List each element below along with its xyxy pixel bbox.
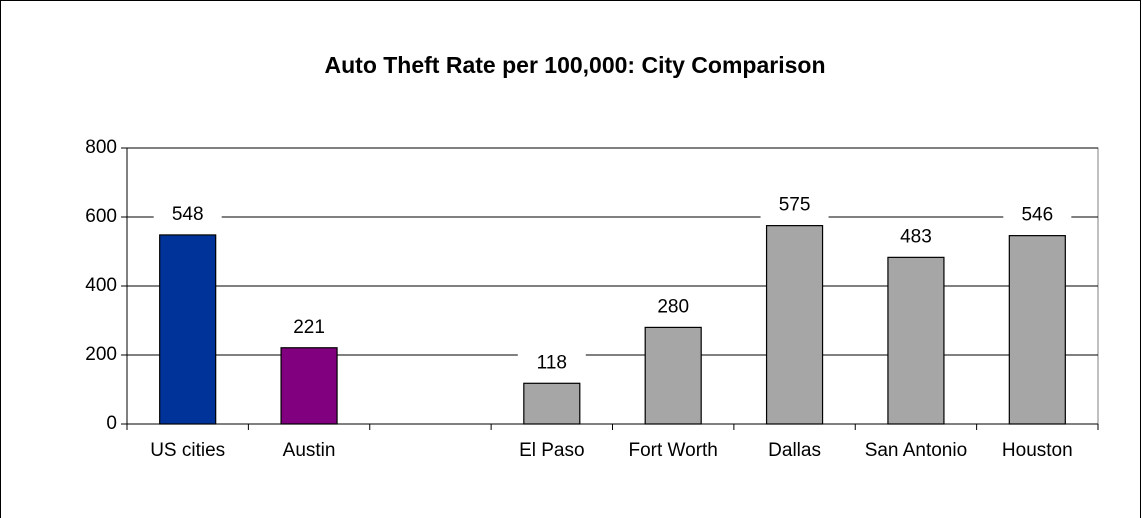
value-label: 280 — [657, 296, 689, 317]
bar — [887, 256, 945, 425]
value-label: 546 — [1021, 205, 1053, 226]
x-tick-label: El Paso — [519, 440, 584, 461]
value-label-bg — [881, 224, 950, 251]
value-label-bg — [153, 201, 222, 228]
value-label-bg — [760, 192, 829, 219]
value-label: 118 — [537, 352, 567, 373]
x-tick-label: Austin — [283, 440, 336, 461]
y-tick-label: 400 — [85, 275, 117, 296]
value-label: 221 — [293, 317, 325, 338]
bar — [1008, 235, 1066, 425]
value-label-bg — [639, 294, 708, 321]
bar — [523, 382, 581, 425]
bar — [159, 234, 217, 425]
x-tick-label: Fort Worth — [628, 440, 717, 461]
value-label-bg — [517, 350, 586, 377]
y-tick-label: 800 — [85, 137, 117, 158]
bar — [765, 225, 824, 425]
x-tick-label: San Antonio — [865, 440, 967, 461]
bar — [644, 326, 702, 425]
chart-title: Auto Theft Rate per 100,000: City Compar… — [325, 52, 826, 78]
value-label-bg — [275, 314, 344, 341]
x-tick-label: Dallas — [768, 440, 821, 461]
bar — [280, 347, 338, 425]
value-label: 575 — [779, 195, 811, 216]
x-tick-label: US cities — [150, 440, 225, 461]
value-label: 548 — [172, 204, 204, 225]
y-tick-label: 200 — [85, 344, 117, 365]
y-tick-label: 600 — [85, 206, 117, 227]
value-label-bg — [1003, 202, 1072, 229]
value-label: 483 — [900, 226, 932, 247]
x-tick-label: Houston — [1002, 440, 1073, 461]
y-tick-label: 0 — [106, 413, 117, 434]
